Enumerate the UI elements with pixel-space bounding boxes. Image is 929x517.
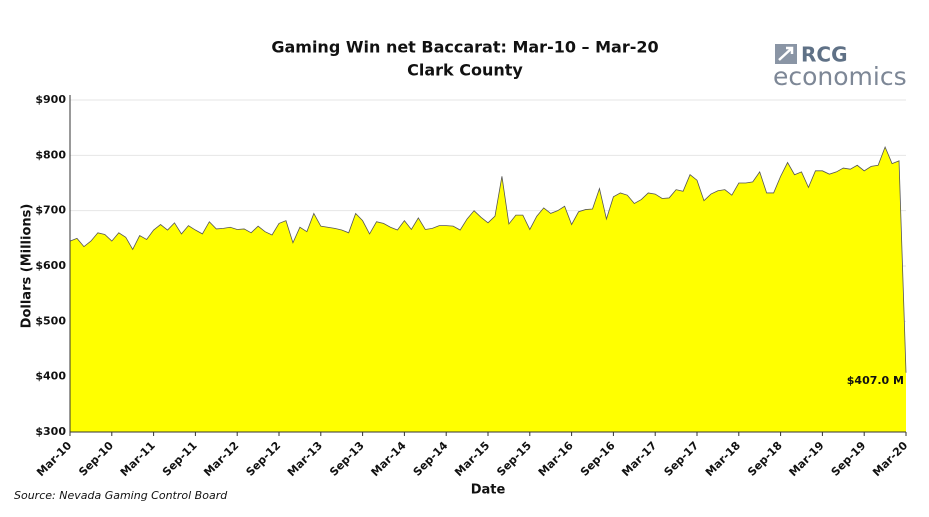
x-axis-title: Date	[471, 483, 506, 498]
y-tick-label: $800	[35, 148, 66, 161]
source-note: Source: Nevada Gaming Control Board	[14, 489, 228, 502]
y-tick-label: $900	[35, 93, 66, 106]
chart-subtitle: Clark County	[407, 61, 523, 80]
area-line	[69, 145, 907, 373]
logo-brand: RCG	[801, 43, 848, 67]
y-tick-label: $700	[35, 204, 66, 217]
value-label: $407.0 M	[847, 374, 904, 387]
y-tick-label: $300	[35, 425, 66, 438]
y-tick-label: $500	[35, 314, 66, 327]
logo-word: economics	[773, 62, 907, 91]
area	[70, 147, 906, 432]
chart-title: Gaming Win net Baccarat: Mar-10 – Mar-20	[271, 38, 658, 57]
logo-arrow	[778, 46, 794, 61]
logo: RCG economics	[773, 43, 907, 92]
y-axis-title: Dollars (Millions)	[20, 204, 35, 329]
y-tick-label: $400	[35, 370, 66, 383]
y-tick-label: $600	[35, 259, 66, 272]
